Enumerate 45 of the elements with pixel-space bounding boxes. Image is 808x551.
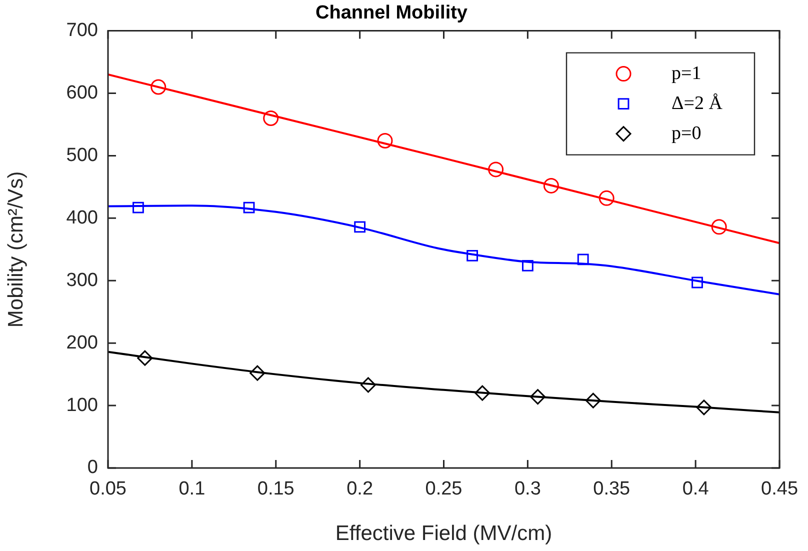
point [530,389,546,405]
point [132,202,144,214]
point [150,79,166,95]
x-tick-label: 0.45 [761,478,798,500]
x-tick-label: 0.4 [682,478,710,500]
y-tick-label: 500 [66,144,98,166]
point [263,110,279,126]
y-tick-label: 700 [66,20,98,42]
x-axis-title: Effective Field (MV/cm) [335,522,552,546]
point [692,276,703,288]
y-tick-label: 400 [66,207,98,228]
point [250,365,266,381]
point [585,392,601,408]
x-tick-label: 0.3 [514,478,541,500]
point [488,162,504,178]
x-tick-label: 0.35 [593,478,630,500]
point [377,132,393,148]
point [711,219,727,235]
x-tick-label: 0.1 [178,478,206,500]
y-tick-label: 300 [66,270,98,291]
chart-title: Channel Mobility [316,2,468,24]
point [598,190,614,206]
point [360,377,376,393]
x-tick-label: 0.15 [257,478,294,500]
x-tick-label: 0.25 [425,478,462,500]
line-series [108,204,780,296]
y-tick-label: 200 [66,332,98,354]
point [696,400,712,416]
point [466,250,478,262]
legend-label: p=1 [672,62,702,84]
point [543,178,559,194]
legend-label: p=0 [672,122,702,144]
point [522,260,534,272]
y-tick-label: 0 [87,457,98,478]
point [474,385,490,401]
x-tick-label: 0.05 [90,478,126,500]
legend-label: Δ=2 Å [672,92,723,114]
y-tick-label: 100 [66,394,98,416]
x-tick-label: 0.2 [346,478,374,500]
y-tick-label: 600 [66,82,98,104]
point [354,221,366,233]
point [137,350,153,366]
point [577,254,589,266]
y-axis-title: Mobility (cm²/Vs) [4,171,28,328]
point [243,202,255,214]
